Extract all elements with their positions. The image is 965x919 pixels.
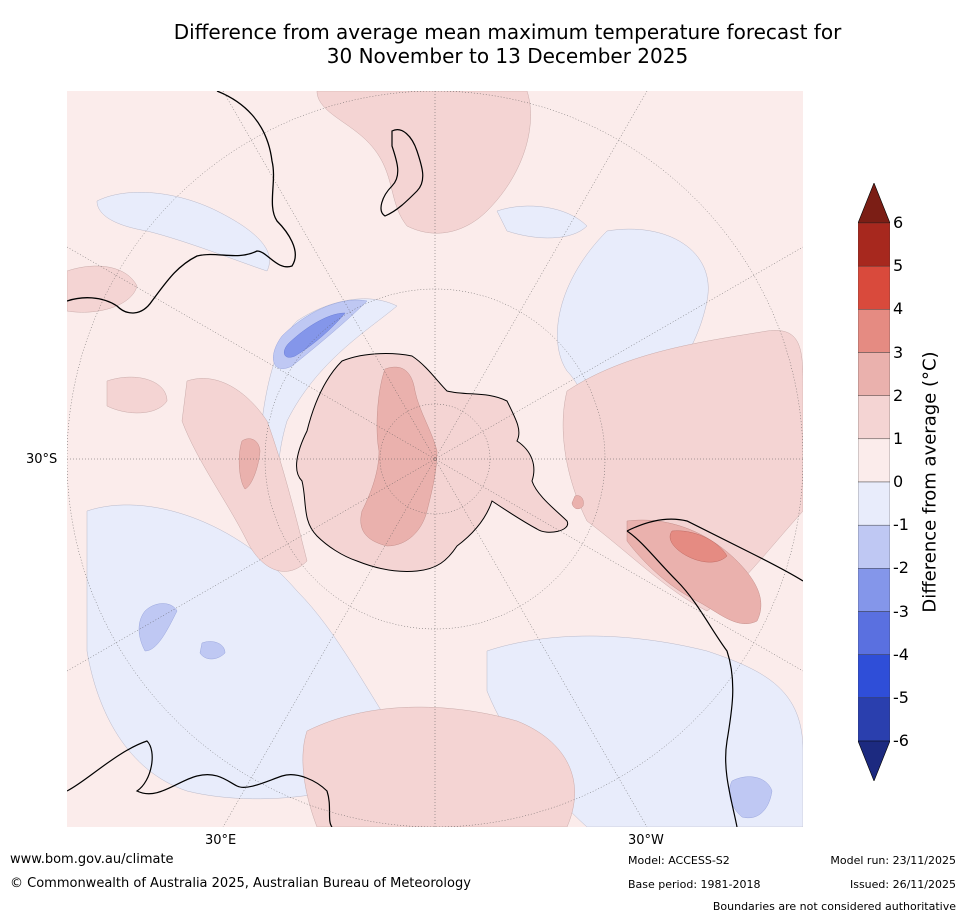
footer-url[interactable]: www.bom.gov.au/climate xyxy=(10,852,174,867)
colorbar-tick-label: 6 xyxy=(893,213,904,232)
colorbar-cell xyxy=(857,611,891,655)
anomaly-region-positive-1 xyxy=(562,330,803,612)
meridian-line xyxy=(67,246,803,672)
map-svg xyxy=(67,91,803,827)
colorbar-cell xyxy=(857,309,891,353)
colorbar-cell xyxy=(857,438,891,483)
colorbar-cell xyxy=(857,222,891,267)
colorbar-cell xyxy=(857,265,891,310)
africa-coastline xyxy=(67,740,333,827)
south-america-coastline xyxy=(626,518,803,827)
anomaly-region-negative-3 xyxy=(283,312,346,358)
colorbar-cell xyxy=(857,697,891,742)
colorbar-tick-label: 3 xyxy=(893,342,904,362)
colorbar-tick-label: -3 xyxy=(893,601,909,621)
graticule xyxy=(67,91,803,827)
colorbar-tick-label: 5 xyxy=(893,256,904,276)
footer-issued: Issued: 26/11/2025 xyxy=(849,878,956,891)
colorbar-cell xyxy=(857,395,891,440)
chart-title: Difference from average mean maximum tem… xyxy=(60,20,955,68)
colorbar-tick-label: -6 xyxy=(893,731,909,750)
colorbar-tick-label: -2 xyxy=(893,558,909,578)
colorbar-cell xyxy=(857,352,891,396)
anomaly-region-negative xyxy=(96,192,270,272)
colorbar-tick-label: -5 xyxy=(893,687,909,707)
colorbar-tick-label: 4 xyxy=(893,299,904,319)
colorbar-tick-label: 2 xyxy=(893,385,904,405)
colorbar-cell xyxy=(857,481,891,526)
lon-label-30e: 30°E xyxy=(205,833,237,848)
anomaly-region-negative-2 xyxy=(138,603,178,652)
colorbar-cell xyxy=(857,524,891,569)
meridian-line xyxy=(222,91,648,827)
colorbar-cell xyxy=(857,568,891,612)
anomaly-region-positive-1 xyxy=(316,91,531,234)
footer-copyright: © Commonwealth of Australia 2025, Austra… xyxy=(10,876,471,891)
colorbar-title: Difference from average (°C) xyxy=(919,351,941,613)
anomaly-region-positive-2 xyxy=(360,366,438,547)
meridian-line xyxy=(67,246,803,672)
colorbar-cell xyxy=(857,654,891,699)
colorbar xyxy=(857,182,891,782)
colorbar-svg xyxy=(857,182,891,782)
title-line-1: Difference from average mean maximum tem… xyxy=(173,20,842,44)
latitude-circle-30s xyxy=(67,91,803,827)
footer-model-run: Model run: 23/11/2025 xyxy=(830,854,956,867)
footer-model: Model: ACCESS-S2 xyxy=(628,854,730,867)
title-line-2: 30 November to 13 December 2025 xyxy=(326,44,689,68)
colorbar-extend-top xyxy=(857,182,891,224)
colorbar-tick-label: -4 xyxy=(893,644,909,664)
colorbar-tick-label: 1 xyxy=(893,428,904,448)
anomaly-region-positive-2 xyxy=(626,519,762,624)
footer-boundaries: Boundaries are not considered authoritat… xyxy=(712,900,956,913)
lat-label-30s: 30°S xyxy=(26,452,58,467)
polar-map xyxy=(67,91,803,827)
colorbar-tick-label: -1 xyxy=(893,515,909,535)
colorbar-extend-bottom xyxy=(857,740,891,782)
anomaly-region-positive-1 xyxy=(67,265,138,313)
latitude-circle-80s xyxy=(379,403,491,515)
anomaly-region-positive-1 xyxy=(302,706,575,827)
colorbar-tick-label: 0 xyxy=(893,472,904,491)
new-zealand-coastline xyxy=(380,129,424,217)
australia-coastline xyxy=(67,91,296,314)
footer-base-period: Base period: 1981-2018 xyxy=(628,878,761,891)
anomaly-region-positive-3 xyxy=(669,530,728,563)
anomaly-region-positive-2 xyxy=(238,438,261,490)
lon-label-30w: 30°W xyxy=(628,833,664,848)
anomaly-region-negative xyxy=(496,205,588,239)
anomaly-region-positive-1 xyxy=(106,376,168,414)
meridian-line xyxy=(222,91,648,827)
anomaly-region-positive-2 xyxy=(571,495,584,510)
anomaly-region-negative-2 xyxy=(199,641,226,660)
